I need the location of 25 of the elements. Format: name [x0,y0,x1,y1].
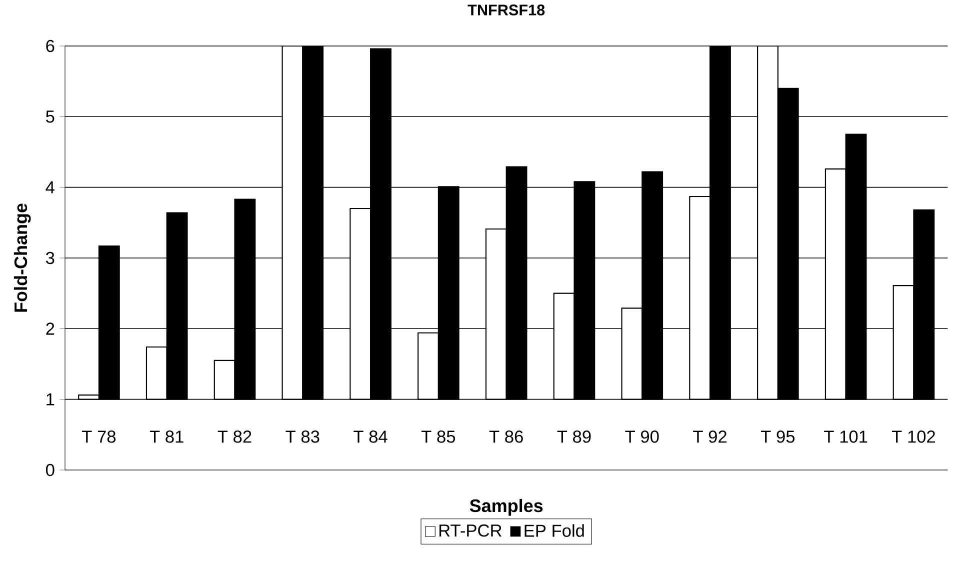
y-tick-label: 2 [46,322,54,335]
y-axis-title: Fold-Change [14,204,31,312]
x-tick-label: T 84 [354,430,388,443]
y-tick-label: 4 [46,181,54,194]
x-tick-label: T 85 [422,430,456,443]
y-tick-label: 3 [46,252,54,264]
x-axis-title: Samples [470,498,543,516]
x-tick-label: T 101 [824,430,868,443]
x-tick-label: T 86 [489,430,523,443]
y-tick-label: 0 [46,464,54,476]
y-tick-label: 6 [46,40,54,52]
x-tick-label: T 82 [218,430,252,443]
x-tick-label: T 102 [892,430,935,443]
y-tick-label: 5 [46,110,54,123]
legend-label: EP Fold [524,524,584,537]
x-tick-label: T 90 [625,430,659,443]
x-tick-label: T 92 [693,430,726,443]
x-tick-label: T 78 [82,430,116,443]
x-tick-label: T 81 [150,430,184,443]
x-tick-label: T 83 [286,430,320,443]
x-tick-label: T 95 [760,430,795,443]
chart-title: TNFRSF18 [468,4,545,16]
legend-label: RT-PCR [440,524,502,537]
x-tick-label: T 89 [557,430,591,443]
y-tick-label: 1 [46,393,54,406]
